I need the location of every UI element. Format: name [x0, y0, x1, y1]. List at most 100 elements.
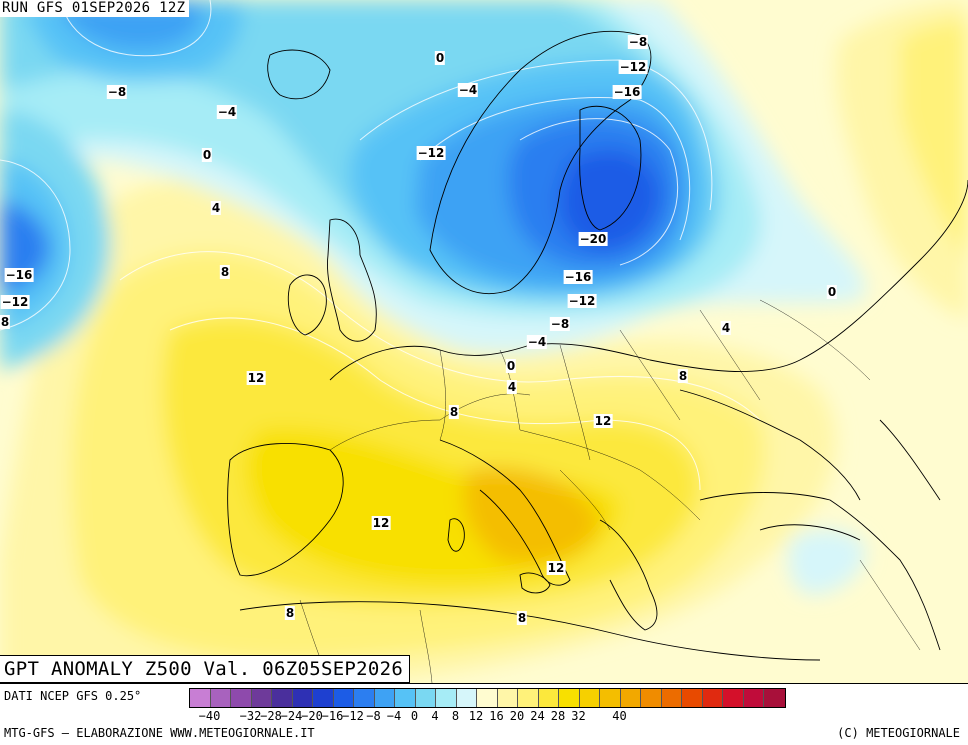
contour-label: −8 [106, 85, 128, 99]
color-scale-tick: −40 [198, 709, 221, 723]
color-scale-cell [210, 689, 231, 707]
contour-label: −12 [416, 146, 446, 160]
credit-label: MTG-GFS – ELABORAZIONE WWW.METEOGIORNALE… [4, 726, 315, 740]
color-scale-tick: 16 [489, 709, 504, 723]
color-scale-cell [497, 689, 518, 707]
north-coast [329, 179, 968, 381]
color-scale-cell [272, 689, 293, 707]
color-scale-cell [641, 689, 662, 707]
color-scale-tick: −32 [239, 709, 262, 723]
italy-outline [439, 439, 571, 586]
contour-label: 12 [371, 516, 391, 530]
color-scale-tick: 12 [468, 709, 484, 723]
run-label: RUN GFS 01SEP2026 12Z [0, 0, 190, 17]
contour-label: −8 [549, 317, 571, 331]
contour-label: 0 [201, 148, 213, 162]
color-scale-cell [661, 689, 682, 707]
contour-label: 8 [0, 315, 11, 329]
contour-label: −16 [4, 268, 34, 282]
contour-label: 4 [506, 380, 518, 394]
contour-label: −20 [578, 232, 608, 246]
color-scale-cell [682, 689, 703, 707]
color-scale-cell [251, 689, 272, 707]
color-scale-cell [231, 689, 252, 707]
map-title: GPT ANOMALY Z500 Val. 06Z05SEP2026 [0, 655, 411, 683]
contour-label: 8 [219, 265, 231, 279]
contour-label: 8 [284, 606, 296, 620]
color-scale-cell [477, 689, 498, 707]
color-scale-cell [456, 689, 477, 707]
color-scale-tick: 4 [431, 709, 439, 723]
color-scale-bar [189, 688, 786, 708]
turkey-north [759, 524, 861, 541]
contour-label: −12 [0, 295, 30, 309]
color-scale-cell [415, 689, 436, 707]
contour-label: 8 [448, 405, 460, 419]
contour-label: −8 [627, 35, 649, 49]
field-16 [464, 467, 600, 564]
contour-label: 0 [434, 51, 446, 65]
color-scale-cell [354, 689, 375, 707]
color-scale-tick: −28 [260, 709, 282, 723]
contour-lines [0, 0, 761, 491]
color-scale-cell [579, 689, 600, 707]
color-scale-cell [190, 689, 211, 707]
color-scale-tick: 0 [410, 709, 419, 723]
black-sea-turkey [699, 492, 941, 651]
color-scale-cell [600, 689, 621, 707]
coastlines [227, 30, 968, 661]
map-canvas [0, 0, 968, 683]
contour-label: 4 [210, 201, 222, 215]
ireland-outline [287, 274, 327, 336]
sardinia-outline [447, 518, 465, 552]
color-scale-cell [313, 689, 334, 707]
contour-label: −4 [216, 105, 238, 119]
color-scale-cell [436, 689, 457, 707]
iberia-outline [227, 443, 344, 577]
color-scale-tick: 8 [451, 709, 460, 723]
color-scale-cell [620, 689, 641, 707]
color-scale-tick: −20 [301, 709, 323, 723]
color-scale-tick: 28 [550, 709, 566, 723]
contour-label: 12 [246, 371, 266, 385]
borders [299, 299, 921, 683]
north-africa-coast [239, 601, 821, 661]
sicily-outline [519, 572, 551, 594]
footer: DATI NCEP GFS 0.25° −40 −32 −28 −24 −20 −16 −1… [0, 684, 968, 745]
color-scale-cell [743, 689, 764, 707]
color-scale-cell [333, 689, 354, 707]
contour-label: −12 [567, 294, 597, 308]
britain-outline [327, 218, 377, 342]
contour-label: 4 [720, 321, 732, 335]
color-scale-cell [559, 689, 580, 707]
color-scale-tick: −8 [366, 709, 381, 723]
contour-label: −4 [526, 335, 548, 349]
iceland-outline [267, 49, 331, 100]
contour-label: 8 [677, 369, 689, 383]
color-scale-tick: 20 [509, 709, 525, 723]
contour-label: 0 [826, 285, 838, 299]
color-scale-cell [723, 689, 744, 707]
color-scale-tick: 40 [612, 709, 627, 723]
color-scale-cell [764, 689, 785, 707]
contour-label: −12 [618, 60, 648, 74]
color-scale-tick: −16 [321, 709, 344, 723]
color-scale-tick: 24 [530, 709, 545, 723]
contour-label: −4 [457, 83, 479, 97]
color-scale-cell [518, 689, 539, 707]
color-scale-cell [538, 689, 559, 707]
color-scale-ticks: −40 −32 −28 −24 −20 −16 −12 −8 −4 0 4 8 12 16 20 24 28 32… [189, 709, 967, 725]
color-scale-tick: −12 [342, 709, 364, 723]
color-scale-cell [374, 689, 395, 707]
color-scale-cell [702, 689, 723, 707]
field-east-8 [900, 20, 968, 260]
color-scale-tick: −4 [386, 709, 402, 723]
contour-label: −16 [612, 85, 642, 99]
contour-label: 0 [505, 359, 517, 373]
color-scale-tick: −24 [280, 709, 303, 723]
caspian-hint [879, 419, 941, 501]
contour-label: 12 [593, 414, 613, 428]
color-scale-cell [292, 689, 313, 707]
anomaly-map: 0 −8 −4 0 4 8 −16 −12 8 12 −4 −12 −8 −12… [0, 0, 968, 684]
finland-outline [579, 105, 642, 231]
